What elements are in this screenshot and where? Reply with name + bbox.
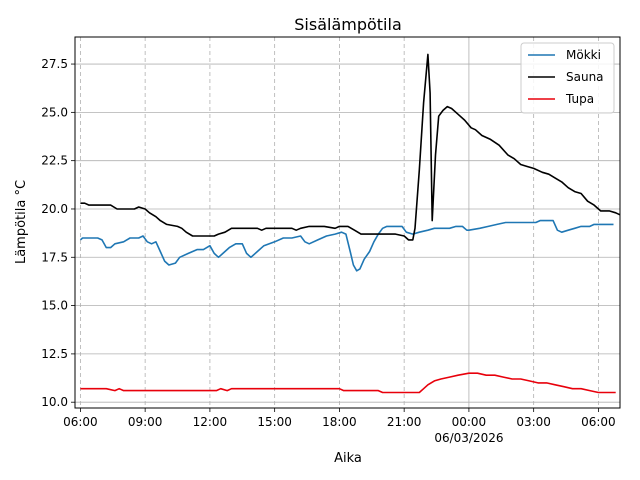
y-tick-label: 17.5 [41, 250, 68, 264]
series-line-1 [79, 219, 614, 272]
y-tick-label: 20.0 [41, 202, 68, 216]
legend: Mökki Sauna Tupa [520, 42, 615, 114]
series-lines [79, 53, 621, 394]
x-tick-label: 00:00 [452, 415, 487, 429]
grid [75, 37, 620, 408]
y-tick-label: 12.5 [41, 347, 68, 361]
series-line-3 [80, 372, 616, 394]
x-tick-label: 15:00 [257, 415, 292, 429]
legend-label: Tupa [565, 92, 594, 106]
x-axis-label: Aika [334, 451, 362, 466]
y-tick-label: 27.5 [41, 57, 68, 71]
y-tick-label: 22.5 [41, 154, 68, 168]
y-tick-label: 10.0 [41, 395, 68, 409]
x-tick-date-label: 06/03/2026 [434, 431, 503, 445]
x-tick-label: 12:00 [193, 415, 228, 429]
x-tick-label: 09:00 [128, 415, 163, 429]
x-tick-label: 06:00 [581, 415, 616, 429]
legend-label: Sauna [566, 70, 604, 84]
y-tick-label: 15.0 [41, 299, 68, 313]
chart-title: Sisälämpötila [294, 15, 402, 34]
plot-frame [74, 36, 621, 409]
x-tick-label: 03:00 [516, 415, 551, 429]
legend-box [520, 42, 615, 114]
x-tick-label: 21:00 [387, 415, 422, 429]
x-tick-label: 06:00 [63, 415, 98, 429]
x-tick-label: 18:00 [322, 415, 357, 429]
y-tick-label: 25.0 [41, 105, 68, 119]
series-line-2 [80, 53, 621, 241]
y-axis-label: Lämpötila °C [14, 180, 29, 264]
axis-ticks: 10.0 12.5 15.0 17.5 20.0 22.5 25.0 27.5 06:00 09:… [41, 57, 615, 445]
legend-label: Mökki [566, 48, 601, 62]
